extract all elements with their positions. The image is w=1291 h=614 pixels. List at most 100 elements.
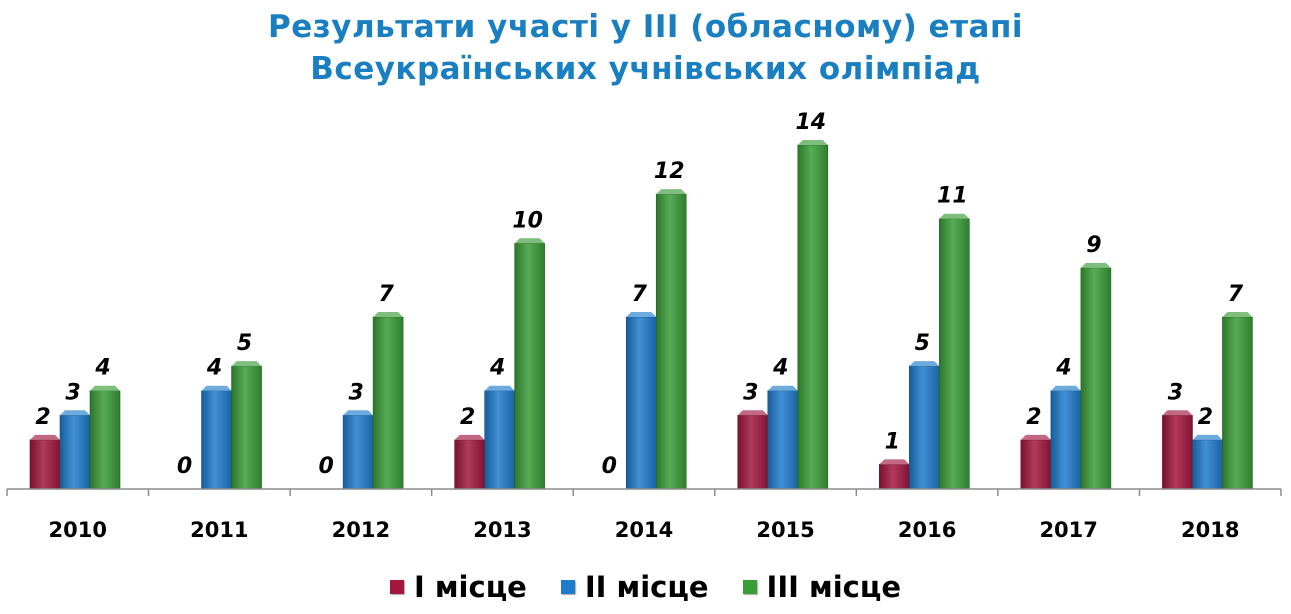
x-tick-label-2015: 2015 — [756, 518, 814, 542]
bar-third-place-2013 — [514, 242, 545, 490]
legend-item-third-place: III місце — [742, 570, 902, 604]
data-label-third-place-2018: 7 — [1228, 282, 1244, 307]
bar-cap-second-place-2011 — [201, 385, 232, 391]
bar-second-place-2011 — [201, 390, 232, 490]
x-axis — [6, 488, 1282, 496]
bar-second-place-2012 — [342, 414, 374, 490]
x-tick-label-2013: 2013 — [473, 518, 531, 542]
data-label-second-place-2015: 4 — [772, 356, 788, 381]
bar-third-place-2016 — [939, 218, 970, 490]
legend-swatch-third-place — [742, 580, 757, 594]
data-label-third-place-2015: 14 — [795, 110, 826, 135]
data-label-first-place-2018: 3 — [1168, 380, 1183, 405]
data-label-second-place-2010: 3 — [65, 380, 80, 405]
data-label-first-place-2012: 0 — [318, 454, 333, 479]
bar-second-place-2014 — [625, 316, 657, 490]
chart-title-line-2: Всеукраїнських учнівських олімпіад — [310, 51, 981, 87]
x-tick-label-2010: 2010 — [49, 518, 107, 542]
bar-cap-third-place-2015 — [797, 140, 828, 145]
bar-cap-second-place-2010 — [60, 410, 90, 416]
bar-cap-second-place-2012 — [343, 410, 374, 416]
data-label-second-place-2012: 3 — [348, 380, 363, 405]
legend-swatch-second-place — [560, 580, 575, 594]
bar-cap-second-place-2017 — [1050, 385, 1081, 391]
legend-label-first-place: I місце — [413, 570, 527, 604]
x-tick-label-2011: 2011 — [190, 518, 248, 542]
bar-cap-third-place-2016 — [939, 213, 970, 219]
x-tick-label-2018: 2018 — [1181, 518, 1239, 542]
bar-first-place-2013 — [454, 439, 485, 490]
data-label-first-place-2017: 2 — [1026, 405, 1041, 430]
legend-item-first-place: I місце — [389, 570, 527, 604]
x-tick-label-2012: 2012 — [332, 518, 390, 542]
bar-cap-third-place-2012 — [373, 312, 404, 317]
bar-cap-second-place-2015 — [767, 385, 798, 391]
chart-title-line-1: Результати участі у III (обласному) етап… — [268, 9, 1023, 45]
bar-second-place-2016 — [909, 365, 940, 490]
bar-first-place-2018 — [1162, 414, 1193, 490]
bar-cap-third-place-2017 — [1080, 262, 1111, 268]
bar-cap-third-place-2010 — [90, 385, 120, 391]
data-label-third-place-2014: 12 — [654, 159, 685, 184]
bar-third-place-2018 — [1222, 316, 1253, 490]
data-label-third-place-2012: 7 — [378, 282, 394, 307]
bar-cap-first-place-2013 — [454, 434, 485, 440]
bar-second-place-2017 — [1050, 390, 1082, 490]
bar-cap-first-place-2018 — [1162, 410, 1193, 416]
data-label-third-place-2010: 4 — [94, 356, 110, 381]
bar-cap-third-place-2011 — [231, 361, 262, 367]
bar-second-place-2015 — [767, 390, 799, 490]
bar-cap-first-place-2017 — [1020, 434, 1051, 440]
bar-third-place-2011 — [231, 365, 262, 490]
data-label-third-place-2017: 9 — [1086, 233, 1101, 258]
bar-cap-second-place-2018 — [1192, 434, 1223, 440]
x-tick-label-2014: 2014 — [615, 518, 673, 542]
bar-third-place-2010 — [89, 390, 121, 490]
bar-second-place-2013 — [484, 390, 515, 490]
bar-cap-second-place-2016 — [909, 361, 940, 367]
x-tick-labels-group: 2010 2011 2012 2013 2014 2015 2016 2017 2018 — [49, 518, 1240, 542]
data-label-third-place-2013: 10 — [512, 208, 543, 233]
bar-third-place-2017 — [1080, 267, 1112, 490]
data-label-second-place-2016: 5 — [915, 331, 930, 356]
data-label-first-place-2016: 1 — [885, 429, 900, 454]
bar-third-place-2015 — [797, 144, 829, 490]
x-tick-label-2017: 2017 — [1039, 518, 1097, 542]
bar-second-place-2010 — [59, 414, 91, 490]
data-label-first-place-2010: 2 — [35, 405, 50, 430]
legend-label-third-place: III місце — [766, 570, 902, 604]
bars-group — [29, 140, 1253, 490]
data-label-first-place-2011: 0 — [177, 454, 192, 479]
bar-cap-second-place-2013 — [484, 385, 515, 391]
bar-first-place-2017 — [1020, 439, 1052, 490]
bar-cap-third-place-2018 — [1222, 312, 1253, 317]
data-label-second-place-2017: 4 — [1055, 356, 1071, 381]
data-label-third-place-2011: 5 — [237, 331, 252, 356]
x-tick-label-2016: 2016 — [898, 518, 956, 542]
bar-cap-first-place-2015 — [737, 410, 768, 416]
bar-cap-third-place-2013 — [514, 238, 545, 244]
data-label-second-place-2011: 4 — [206, 356, 222, 381]
bar-second-place-2018 — [1192, 439, 1223, 490]
bar-first-place-2015 — [737, 414, 769, 490]
data-label-first-place-2014: 0 — [602, 454, 617, 479]
bar-cap-first-place-2016 — [879, 459, 910, 465]
legend-item-second-place: II місце — [560, 570, 709, 604]
data-label-first-place-2015: 3 — [743, 380, 758, 405]
data-label-second-place-2018: 2 — [1198, 405, 1213, 430]
legend: I місце II місце III місце — [0, 570, 1291, 604]
data-label-first-place-2013: 2 — [460, 405, 475, 430]
bar-cap-first-place-2010 — [30, 434, 60, 440]
bar-cap-second-place-2014 — [626, 312, 657, 317]
bar-cap-third-place-2014 — [656, 189, 687, 195]
bar-first-place-2010 — [29, 439, 61, 490]
chart-title: Результати участі у III (обласному) етап… — [0, 6, 1291, 90]
legend-label-second-place: II місце — [584, 570, 709, 604]
bar-third-place-2014 — [655, 193, 687, 490]
bar-first-place-2016 — [879, 464, 910, 490]
legend-swatch-first-place — [389, 580, 404, 594]
data-label-second-place-2014: 7 — [632, 282, 648, 307]
data-label-third-place-2016: 11 — [937, 184, 968, 209]
